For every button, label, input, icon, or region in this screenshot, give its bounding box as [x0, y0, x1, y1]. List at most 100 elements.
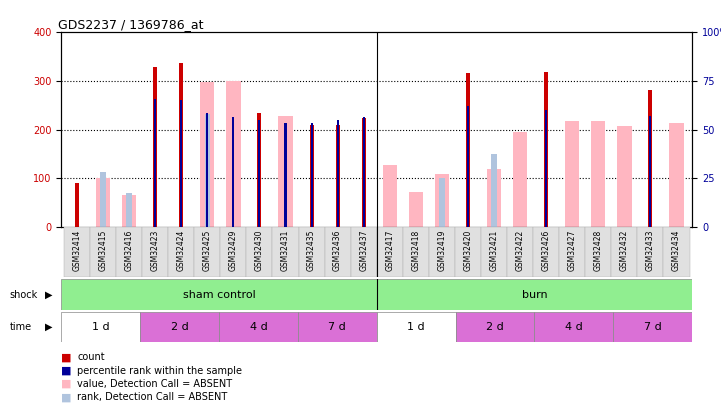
Bar — [456, 312, 534, 342]
Bar — [383, 164, 397, 227]
Bar — [336, 125, 340, 227]
Bar — [311, 123, 313, 227]
Bar — [205, 114, 210, 227]
Text: ■: ■ — [61, 392, 72, 402]
Text: value, Detection Call = ABSENT: value, Detection Call = ABSENT — [77, 379, 232, 389]
Bar — [534, 312, 614, 342]
Bar — [429, 227, 455, 277]
Bar — [507, 227, 533, 277]
Bar — [376, 227, 403, 277]
Bar — [487, 169, 501, 227]
Bar — [614, 312, 692, 342]
Text: ■: ■ — [61, 352, 72, 362]
Text: rank, Detection Call = ABSENT: rank, Detection Call = ABSENT — [77, 392, 227, 402]
Text: GSM32417: GSM32417 — [385, 229, 394, 271]
Bar — [168, 227, 194, 277]
Text: 4 d: 4 d — [249, 322, 267, 332]
Bar — [232, 117, 234, 227]
Text: GSM32432: GSM32432 — [620, 229, 629, 271]
Text: GSM32433: GSM32433 — [646, 229, 655, 271]
Text: 1 d: 1 d — [407, 322, 425, 332]
Bar — [140, 312, 219, 342]
Bar — [492, 154, 497, 227]
Bar — [180, 62, 183, 227]
Bar — [439, 178, 445, 227]
Text: ■: ■ — [61, 379, 72, 389]
Text: GSM32422: GSM32422 — [516, 229, 525, 271]
Text: GSM32415: GSM32415 — [99, 229, 107, 271]
Text: GSM32429: GSM32429 — [229, 229, 238, 271]
Text: ■: ■ — [61, 366, 72, 375]
Bar — [648, 90, 653, 227]
Text: burn: burn — [521, 290, 547, 300]
Text: GSM32416: GSM32416 — [125, 229, 133, 271]
Text: GSM32421: GSM32421 — [490, 229, 498, 271]
Bar — [200, 82, 214, 227]
Bar — [617, 126, 632, 227]
Bar — [409, 192, 423, 227]
Bar — [90, 227, 116, 277]
Bar — [350, 227, 376, 277]
Bar — [298, 312, 377, 342]
Text: GSM32430: GSM32430 — [255, 229, 264, 271]
Text: 7 d: 7 d — [329, 322, 346, 332]
Bar — [533, 227, 559, 277]
Bar — [285, 123, 286, 227]
Bar — [154, 99, 156, 227]
Bar — [309, 125, 314, 227]
Text: 2 d: 2 d — [486, 322, 504, 332]
Bar — [467, 106, 469, 227]
Text: GSM32436: GSM32436 — [333, 229, 342, 271]
Bar — [194, 227, 221, 277]
Text: GSM32414: GSM32414 — [72, 229, 81, 271]
Text: GSM32425: GSM32425 — [203, 229, 212, 271]
Bar — [226, 81, 241, 227]
Bar — [206, 113, 208, 227]
Bar — [663, 227, 689, 277]
Bar — [650, 116, 652, 227]
Bar — [362, 118, 366, 227]
Bar — [585, 227, 611, 277]
Bar — [100, 172, 105, 227]
Bar — [75, 183, 79, 227]
Bar — [247, 227, 273, 277]
Text: GSM32419: GSM32419 — [438, 229, 446, 271]
Bar — [153, 67, 157, 227]
Text: count: count — [77, 352, 105, 362]
Bar — [377, 279, 692, 310]
Text: ▶: ▶ — [45, 290, 52, 300]
Text: GSM32428: GSM32428 — [594, 229, 603, 271]
Bar — [126, 193, 132, 227]
Text: GSM32424: GSM32424 — [177, 229, 186, 271]
Bar — [611, 227, 637, 277]
Text: time: time — [9, 322, 32, 332]
Text: GSM32420: GSM32420 — [464, 229, 472, 271]
Bar — [565, 121, 580, 227]
Bar — [116, 227, 142, 277]
Text: shock: shock — [9, 290, 37, 300]
Text: 2 d: 2 d — [171, 322, 188, 332]
Text: GSM32437: GSM32437 — [359, 229, 368, 271]
Bar — [64, 227, 90, 277]
Bar — [61, 312, 140, 342]
Text: percentile rank within the sample: percentile rank within the sample — [77, 366, 242, 375]
Text: 7 d: 7 d — [644, 322, 662, 332]
Bar — [545, 110, 547, 227]
Text: sham control: sham control — [182, 290, 255, 300]
Bar — [278, 116, 293, 227]
Bar — [544, 72, 548, 227]
Bar — [221, 227, 247, 277]
Text: 4 d: 4 d — [565, 322, 583, 332]
Bar — [591, 121, 606, 227]
Text: GSM32418: GSM32418 — [411, 229, 420, 271]
Text: GSM32427: GSM32427 — [567, 229, 577, 271]
Bar — [142, 227, 168, 277]
Bar — [258, 120, 260, 227]
Bar — [61, 279, 377, 310]
Bar — [298, 227, 324, 277]
Bar — [513, 132, 527, 227]
Text: GSM32431: GSM32431 — [281, 229, 290, 271]
Text: GSM32423: GSM32423 — [151, 229, 159, 271]
Bar — [403, 227, 429, 277]
Bar — [273, 227, 298, 277]
